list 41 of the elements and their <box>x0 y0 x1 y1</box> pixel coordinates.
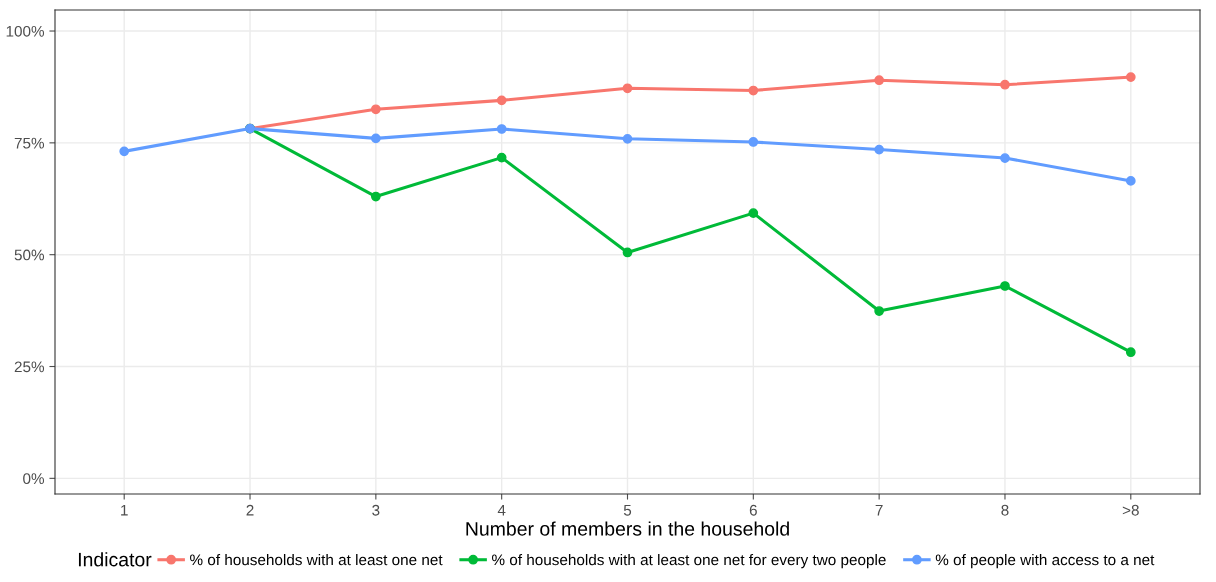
point <box>496 124 507 134</box>
point <box>1125 72 1136 82</box>
point <box>496 95 507 106</box>
point <box>622 83 633 94</box>
x-tick-label: 7 <box>875 504 883 516</box>
y-tick-label: 50% <box>14 249 45 261</box>
y-tick-label: 75% <box>14 137 45 149</box>
point <box>748 137 759 147</box>
x-tick-label: >8 <box>1122 504 1139 516</box>
x-tick-label: 2 <box>246 504 254 516</box>
point <box>370 104 381 115</box>
x-tick-label: 6 <box>749 504 757 516</box>
point <box>1000 79 1010 90</box>
point <box>874 75 885 86</box>
point <box>1000 153 1010 163</box>
x-axis-title: Number of members in the household <box>466 521 789 536</box>
legend-label: % of households with at least one net <box>190 554 443 566</box>
y-tick-label: 100% <box>6 25 45 37</box>
point <box>748 85 759 96</box>
x-tick-label: 4 <box>497 504 506 516</box>
legend-label: % of households with at least one net for every two people <box>492 554 886 569</box>
point <box>622 247 633 258</box>
x-tick-label: 5 <box>623 504 632 516</box>
point <box>370 133 381 144</box>
legend-label: % of people with access to a net <box>935 554 1155 569</box>
point <box>874 306 885 316</box>
x-tick-label: 8 <box>1001 504 1009 516</box>
point <box>370 191 381 202</box>
y-tick-label: 0% <box>23 473 45 485</box>
legend-title: Indicator <box>78 552 152 567</box>
y-tick-label: 25% <box>14 361 45 373</box>
point <box>496 152 507 163</box>
x-tick-label: 3 <box>372 504 380 516</box>
point <box>119 146 130 157</box>
point <box>748 208 759 218</box>
point <box>1000 281 1010 291</box>
x-tick-label: 1 <box>121 504 128 516</box>
point <box>1125 176 1136 186</box>
point <box>1125 347 1136 358</box>
point <box>874 144 885 155</box>
point <box>622 133 633 144</box>
